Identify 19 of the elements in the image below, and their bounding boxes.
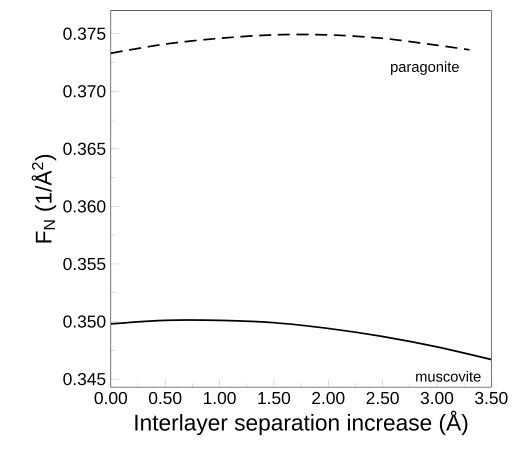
y-tick-label: 0.345: [63, 372, 106, 386]
series-label: paragonite: [391, 61, 459, 75]
y-tick-label: 0.365: [63, 142, 106, 156]
x-tick-label: 0.50: [148, 392, 182, 404]
y-axis-title: F$_{N}$ (1/Å$^{2}$): [32, 154, 56, 243]
x-axis-title: Interlayer separation increase (Å): [135, 410, 468, 436]
x-tick-label: 2.50: [366, 392, 399, 404]
y-tick-label: 0.360: [63, 200, 106, 213]
x-tick-label: 1.00: [204, 392, 236, 404]
y-tick-label: 0.375: [63, 28, 106, 40]
x-tick-label: 3.00: [420, 392, 454, 404]
x-tick-label: 1.50: [258, 392, 290, 404]
y-tick-label: 0.350: [63, 315, 106, 328]
x-tick-label: 0.00: [94, 392, 128, 404]
y-tick-label: 0.355: [63, 258, 106, 270]
series-label: muscovite: [416, 370, 481, 382]
y-tick-label: 0.370: [63, 85, 106, 98]
x-tick-label: 3.50: [475, 392, 508, 404]
x-tick-label: 2.00: [312, 392, 344, 404]
